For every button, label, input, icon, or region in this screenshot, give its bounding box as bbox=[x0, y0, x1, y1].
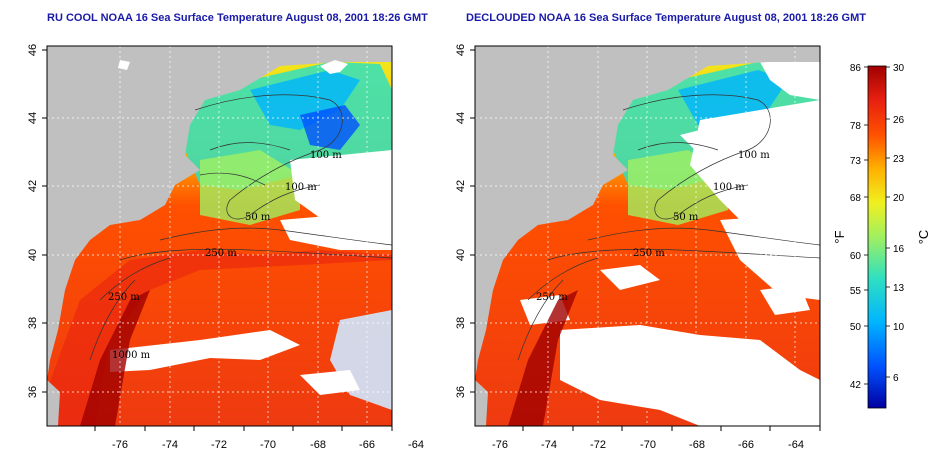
x-tick-label: -70 bbox=[260, 439, 276, 451]
cloud-patch bbox=[110, 330, 300, 372]
x-tick-label: -66 bbox=[359, 439, 375, 451]
fahrenheit-label: 78 bbox=[850, 121, 862, 132]
y-tick-label: 40 bbox=[455, 249, 467, 261]
x-tick-label: -74 bbox=[162, 439, 178, 451]
cloud-mask bbox=[560, 325, 820, 426]
fahrenheit-unit: °F bbox=[832, 230, 847, 243]
fahrenheit-label: 55 bbox=[850, 286, 862, 297]
contour-label: 250 m bbox=[205, 248, 237, 259]
fahrenheit-label: 73 bbox=[850, 156, 862, 167]
cloud-mask bbox=[760, 58, 820, 100]
celsius-label: 23 bbox=[893, 154, 905, 165]
right-sst-map: 100 m 100 m 50 m 250 m 250 m bbox=[475, 46, 820, 426]
celsius-label: 6 bbox=[893, 373, 899, 384]
contour-label: 100 m bbox=[738, 150, 770, 161]
right-x-axis: -76 -74 -72 -70 -68 -66 -64 bbox=[492, 426, 821, 451]
x-tick-label: -72 bbox=[211, 439, 227, 451]
cloud-mask bbox=[600, 265, 660, 290]
contour-label: 50 m bbox=[245, 212, 271, 223]
celsius-label: 30 bbox=[893, 63, 905, 74]
cold-water-region bbox=[250, 70, 360, 130]
x-tick-label: -68 bbox=[689, 439, 705, 451]
contour-label: 100 m bbox=[310, 150, 342, 161]
cloud-patch bbox=[300, 370, 360, 395]
land bbox=[47, 380, 60, 426]
x-tick-label: -76 bbox=[112, 439, 128, 451]
contour-label: 250 m bbox=[633, 248, 665, 259]
y-tick-label: 42 bbox=[455, 180, 467, 192]
celsius-label: 20 bbox=[893, 193, 905, 204]
left-panel-title: RU COOL NOAA 16 Sea Surface Temperature … bbox=[47, 12, 428, 24]
cloud-patch bbox=[290, 150, 392, 230]
x-tick-label: -68 bbox=[310, 439, 326, 451]
land bbox=[475, 46, 820, 380]
y-tick-label: 46 bbox=[455, 44, 467, 56]
x-tick-label: -74 bbox=[541, 439, 557, 451]
x-tick-label: -66 bbox=[738, 439, 754, 451]
y-tick-label: 38 bbox=[27, 317, 39, 329]
cold-water-region bbox=[300, 105, 360, 150]
y-tick-label: 44 bbox=[27, 112, 39, 124]
cold-water-region bbox=[678, 70, 788, 130]
x-tick-label: -76 bbox=[492, 439, 508, 451]
y-tick-label: 40 bbox=[27, 249, 39, 261]
right-panel-title: DECLOUDED NOAA 16 Sea Surface Temperatur… bbox=[466, 12, 866, 24]
right-y-axis: 46 44 42 40 38 36 bbox=[455, 44, 475, 398]
contour-label: 100 m bbox=[713, 182, 745, 193]
celsius-unit: °C bbox=[916, 230, 931, 245]
land bbox=[475, 380, 488, 426]
cloud-patch bbox=[320, 60, 348, 74]
colorbar-gradient bbox=[867, 65, 887, 409]
celsius-label: 26 bbox=[893, 115, 905, 126]
fahrenheit-label: 50 bbox=[850, 322, 862, 333]
contour-label: 250 m bbox=[108, 292, 140, 303]
map-grid bbox=[475, 46, 820, 426]
y-tick-label: 44 bbox=[455, 112, 467, 124]
bathymetry-contours bbox=[89, 94, 392, 361]
fahrenheit-label: 68 bbox=[850, 193, 862, 204]
y-tick-label: 36 bbox=[455, 386, 467, 398]
left-sst-map: 100 m 100 m 50 m 250 m 250 m 1000 m bbox=[47, 46, 392, 426]
cloud-patch bbox=[118, 60, 130, 70]
y-tick-label: 38 bbox=[455, 317, 467, 329]
cloud-mask bbox=[680, 125, 740, 160]
contour-label: 100 m bbox=[285, 182, 317, 193]
fahrenheit-label: 86 bbox=[850, 63, 862, 74]
celsius-label: 13 bbox=[893, 283, 905, 294]
y-tick-label: 42 bbox=[27, 180, 39, 192]
x-tick-label: -72 bbox=[590, 439, 606, 451]
shelf-water bbox=[200, 150, 300, 225]
celsius-label: 10 bbox=[893, 322, 905, 333]
contour-label: 1000 m bbox=[112, 350, 151, 361]
fahrenheit-label: 60 bbox=[850, 251, 862, 262]
x-tick-label: -64 bbox=[788, 439, 804, 451]
colorbar: 86 78 73 68 60 55 50 42 30 26 23 20 16 1… bbox=[832, 63, 931, 409]
land bbox=[47, 46, 392, 380]
celsius-label: 16 bbox=[893, 244, 905, 255]
x-tick-label: -64 bbox=[408, 439, 424, 451]
fahrenheit-label: 42 bbox=[850, 380, 862, 391]
left-y-axis: 46 44 42 40 38 36 bbox=[27, 44, 47, 398]
contour-label: 250 m bbox=[536, 292, 568, 303]
right-map-frame bbox=[474, 45, 821, 427]
x-tick-label: -70 bbox=[640, 439, 656, 451]
left-map-frame bbox=[46, 45, 393, 427]
left-x-axis: -76 -74 -72 -70 -68 -66 -64 bbox=[94, 426, 424, 451]
map-grid bbox=[47, 46, 392, 426]
gulf-stream bbox=[47, 250, 392, 426]
y-tick-label: 36 bbox=[27, 386, 39, 398]
contour-label: 50 m bbox=[673, 212, 699, 223]
y-tick-label: 46 bbox=[27, 44, 39, 56]
cloud-mask bbox=[760, 285, 810, 315]
